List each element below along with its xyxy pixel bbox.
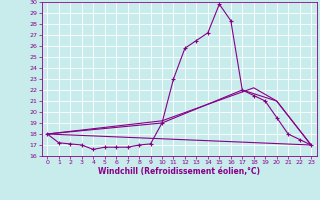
X-axis label: Windchill (Refroidissement éolien,°C): Windchill (Refroidissement éolien,°C) <box>98 167 260 176</box>
